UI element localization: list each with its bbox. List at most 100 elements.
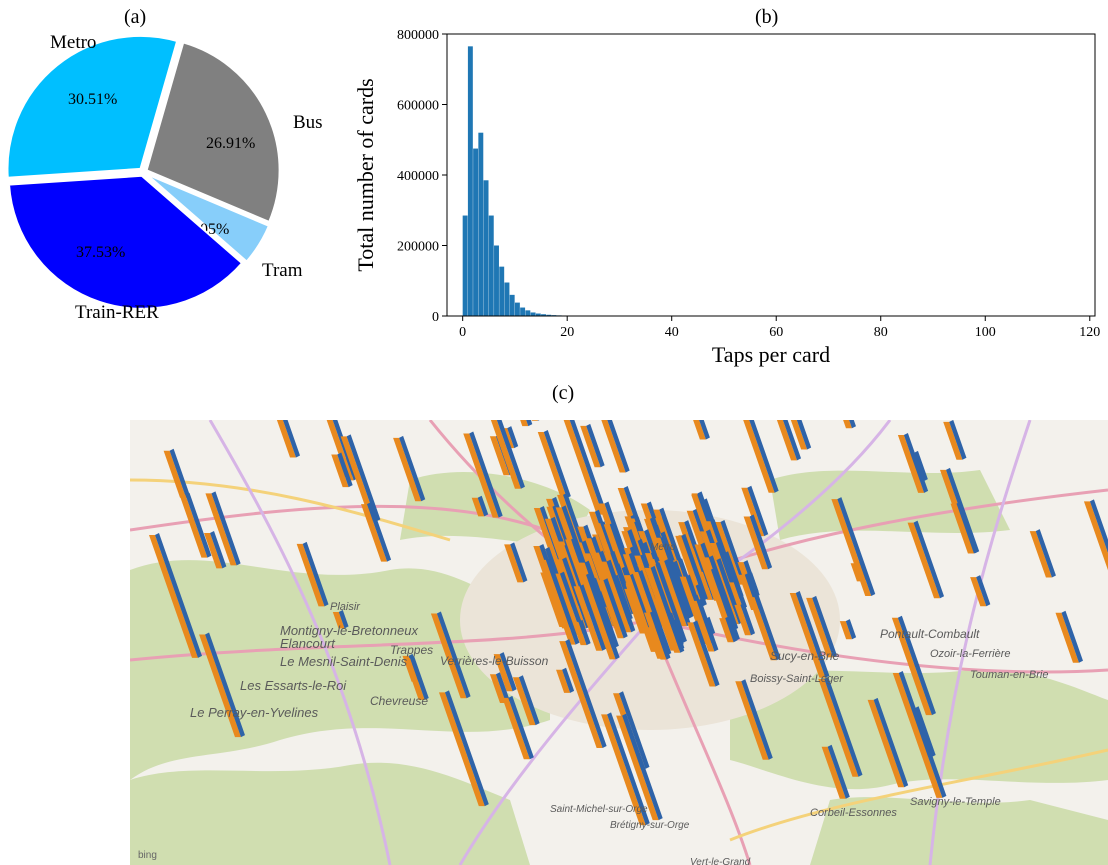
hist-frame [446, 33, 1096, 317]
y-axis-label: Total number of cards [353, 78, 378, 271]
map-3d-bar [741, 485, 769, 537]
hist-bar [520, 307, 526, 316]
map-bar-face-blue [903, 433, 929, 493]
x-tick-label: 80 [874, 325, 888, 340]
hist-bar [488, 215, 494, 316]
map-bar-face-blue [346, 434, 381, 522]
map-bar-face-orange [148, 535, 199, 658]
map-bar-face-orange [624, 588, 646, 634]
map-bar-face-orange [734, 604, 752, 636]
map-bar-face-orange [897, 435, 925, 493]
map-3d-bar [490, 420, 525, 489]
map-bar-face-blue [545, 557, 580, 645]
map-bar-face-blue [812, 595, 837, 658]
map-bar-face-orange [867, 699, 905, 788]
hist-bar [483, 180, 489, 316]
map-place-label: Ozoir-la-Ferrière [930, 648, 1010, 660]
map-bar-face-blue [205, 632, 245, 738]
map-bar-face-orange [573, 586, 603, 651]
map-3d-bar [748, 595, 781, 661]
map-3d-bar [276, 420, 301, 458]
map-3d-bar [690, 598, 719, 652]
hist-bar [525, 310, 531, 316]
map-3d-bar [867, 697, 909, 788]
map-bar-face-orange [340, 436, 377, 522]
map-bar-face-blue [824, 676, 863, 777]
panel-a-label: (a) [124, 6, 147, 28]
map-bar-face-orange [687, 622, 716, 687]
map-3d-bar [644, 565, 685, 653]
panel-b-label: (b) [755, 6, 779, 28]
map-bar-face-orange [179, 494, 208, 558]
map-place-label: Plaisir [330, 601, 361, 613]
map-3d-bar [897, 433, 929, 493]
map-bar-face-blue [749, 514, 773, 570]
map-3d-bar [512, 675, 540, 726]
map-forest [770, 470, 1010, 540]
map-bar-face-orange [404, 658, 425, 700]
map-bar-face-orange [675, 535, 704, 601]
map-bar-face-orange [644, 567, 681, 653]
map-3d-bar [601, 712, 650, 826]
map-bar-face-blue [650, 610, 671, 660]
map-3d-bar [404, 656, 429, 700]
map-forest [810, 797, 1108, 865]
map-bar-face-blue [591, 577, 619, 648]
map-bar-face-orange [597, 580, 624, 639]
map-bar-face-blue [603, 578, 628, 639]
map-bar-face-orange [563, 420, 603, 515]
map-bar-face-blue [477, 495, 489, 517]
map-bar-face-blue [510, 542, 528, 583]
hist-bar [462, 215, 468, 316]
map-place-label: Corbeil-Essonnes [810, 807, 897, 819]
map-bar-face-blue [827, 744, 850, 799]
map-place-label: Saint-Michel-sur-Orge [550, 804, 648, 815]
map-3d-bar [331, 452, 353, 488]
map-bar-face-blue [743, 560, 760, 598]
map-3d-bar [616, 713, 663, 821]
hist-bar [546, 314, 552, 316]
map-bar-face-orange [463, 433, 499, 518]
map-3d-bar [340, 434, 381, 522]
map-bar-face-orange [735, 681, 769, 760]
map-place-label: Elancourt [280, 636, 336, 651]
map-place-label: Touman-en-Brie [970, 669, 1048, 681]
map-bar-face-blue [897, 615, 936, 716]
map-place-label: Metro [650, 542, 676, 553]
map-3d-bar [463, 431, 503, 518]
map-place-label: Sucy-en-Brie [770, 649, 840, 663]
map-bar-face-blue [837, 497, 876, 596]
map-bar-face-blue [681, 533, 708, 601]
hist-bar [541, 314, 546, 316]
map-3d-bar [563, 420, 607, 515]
map-bar-face-blue [444, 690, 489, 807]
x-axis-label: Taps per card [712, 342, 830, 367]
map-bar-face-blue [976, 575, 991, 607]
map-3d-bar [892, 671, 947, 798]
map-3d-bar [1029, 529, 1056, 578]
map-place-label: Savigny-le-Temple [910, 796, 1001, 808]
map-bar-face-blue [607, 420, 630, 473]
map-bar-face-orange [644, 612, 667, 660]
hist-bar [494, 245, 499, 316]
map-3d-bar [553, 571, 586, 635]
y-tick-label: 400000 [397, 169, 439, 184]
map-bar-face-orange [556, 669, 571, 693]
map-bar-face-orange [203, 532, 223, 569]
map-3d-bar [205, 491, 241, 566]
map-bar-face-orange [539, 559, 576, 645]
hist-bar [473, 148, 479, 316]
x-tick-label: 0 [459, 325, 466, 340]
map-place-label: Boissy-Saint-Léger [750, 673, 844, 685]
map-3d-bar [537, 430, 571, 499]
map-3d-bar [735, 679, 773, 760]
map-bar-face-blue [741, 679, 773, 760]
map-3d-bar [438, 690, 489, 807]
map-bar-face-orange [818, 678, 859, 777]
map-bar-face-orange [199, 634, 241, 738]
map-bar-face-blue [586, 423, 605, 468]
map-place-label: Le Perray-en-Yvelines [190, 705, 319, 720]
pie-slice-train-rer [7, 174, 244, 310]
map-bar-face-orange [743, 516, 769, 570]
map-3d-bar [1055, 610, 1083, 663]
